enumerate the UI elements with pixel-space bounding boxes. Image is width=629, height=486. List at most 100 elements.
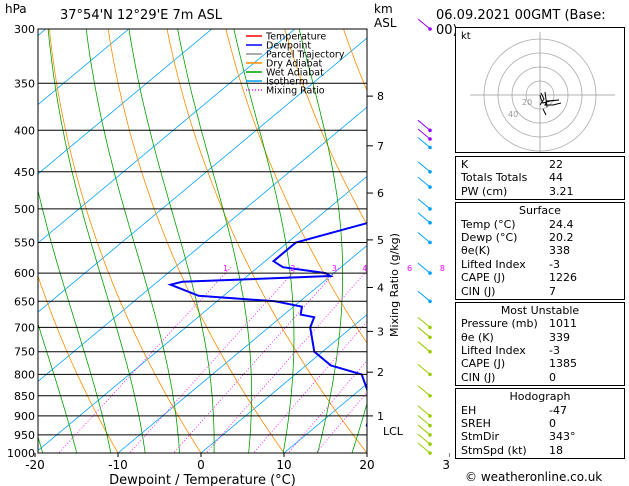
- hodo-row: StmDir 343°: [456, 430, 624, 443]
- wet-adiabat-line: [47, 29, 146, 453]
- indices-box: K 22 Totals Totals 44 PW (cm) 3.21: [455, 156, 625, 201]
- plot-frame: [37, 28, 368, 454]
- wet-adiabat-line: [233, 29, 295, 453]
- index-tt-label: Totals Totals: [461, 171, 528, 185]
- wind-barb-dot: [428, 240, 432, 245]
- index-tt-value: 44: [549, 171, 563, 185]
- surface-value: 338: [549, 244, 570, 258]
- legend-label: Isotherm: [266, 77, 308, 88]
- plot-area: [0, 17, 450, 470]
- x-tick-label: -20: [25, 458, 45, 472]
- indices-panel: K 22 Totals Totals 44 PW (cm) 3.21 Surface …: [455, 156, 625, 466]
- surface-label: θe(K): [461, 244, 491, 258]
- wind-barb-dot: [428, 220, 432, 225]
- wind-barb-staff: [417, 385, 431, 397]
- mixing-ratio-label: 3: [332, 264, 337, 273]
- mixing-ratio-line: [354, 267, 450, 470]
- wet-adiabat-line: [38, 188, 112, 453]
- mixing-ratio-line: [205, 270, 367, 453]
- wind-barb-staff: [417, 442, 431, 454]
- isotherm-line: [38, 29, 213, 175]
- hodo-row: StmSpd (kt) 18: [456, 444, 624, 457]
- hodo-label: SREH: [461, 417, 491, 431]
- mixing-ratio-line: [423, 267, 450, 470]
- skew-t-chart: 1234681015202530035040045050055060065070…: [0, 17, 450, 486]
- hodograph-kt-label: kt: [461, 31, 471, 42]
- wind-barb-staff: [417, 18, 431, 30]
- wind-barb-dot: [428, 335, 432, 340]
- wind-barb-dot: [428, 325, 432, 330]
- mu-value: 339: [549, 330, 570, 344]
- hpa-unit-label: hPa: [5, 2, 27, 16]
- wind-barb-dot: [428, 27, 432, 31]
- mu-label: θe (K): [461, 330, 494, 344]
- most-unstable-box: Most Unstable Pressure (mb) 1011 θe (K) 33…: [455, 301, 625, 387]
- legend-label: Temperature: [265, 32, 326, 43]
- dry-adiabat-line: [225, 29, 367, 344]
- wet-adiabat-line: [351, 401, 367, 453]
- isotherm-line: [38, 175, 367, 452]
- dry-adiabat-line: [48, 29, 202, 453]
- km-tick-label: 1: [377, 410, 384, 423]
- location-title: 37°54'N 12°29'E 7m ASL: [60, 8, 222, 23]
- km-tick-label: 8: [377, 90, 384, 103]
- wind-barb-staff: [417, 198, 431, 210]
- mixing-ratio-label: 2: [290, 264, 295, 273]
- mu-row: Pressure (mb) 1011: [456, 317, 624, 330]
- surface-label: Lifted Index: [461, 257, 526, 271]
- hodo-value: -47: [549, 403, 567, 417]
- hodo-label: StmSpd (kt): [461, 443, 527, 457]
- surface-value: -3: [549, 257, 560, 271]
- mu-label: Pressure (mb): [461, 317, 538, 331]
- wind-barb-dot: [428, 372, 432, 377]
- pressure-tick-label: 350: [14, 77, 35, 90]
- mu-row: CAPE (J) 1385: [456, 357, 624, 370]
- surface-row: Temp (°C) 24.4: [456, 218, 624, 231]
- surface-row: Dewp (°C) 20.2: [456, 231, 624, 244]
- wind-barb-dot: [428, 442, 432, 446]
- wind-barb-dot: [428, 145, 432, 150]
- mixing-ratio-line: [392, 267, 450, 470]
- surface-value: 24.4: [549, 217, 574, 231]
- surface-label: Temp (°C): [461, 217, 516, 231]
- dry-adiabat-line: [166, 29, 367, 453]
- mixing-ratio-line: [315, 391, 367, 453]
- wind-barb-dot: [428, 185, 432, 189]
- mu-value: -3: [549, 344, 560, 358]
- timestamp: 06.09.2021 00GMT (Base: 00): [436, 8, 606, 38]
- footer-credit: © weatheronline.co.uk: [465, 470, 603, 484]
- wind-barb-staff: [417, 119, 431, 131]
- km-tick-label: 3: [377, 325, 384, 338]
- index-pw-label: PW (cm): [461, 184, 508, 198]
- mixing-ratio-label: 8: [440, 264, 445, 273]
- pressure-tick-label: 400: [14, 124, 35, 137]
- hodo-value: 343°: [549, 430, 576, 444]
- pressure-tick-label: 600: [14, 267, 35, 280]
- legend-label: Parcel Trajectory: [266, 50, 345, 61]
- index-pw-value: 3.21: [549, 184, 574, 198]
- pressure-tick-label: 800: [14, 368, 35, 381]
- x-tick-label: 10: [276, 458, 291, 472]
- mixing-ratio-label: 4: [362, 264, 367, 273]
- hodograph-stats-box: Hodograph EH -47 SREH 0 StmDir 343° StmSpd …: [455, 388, 625, 460]
- mixing-ratio-line: [173, 266, 340, 453]
- pressure-tick-label: 750: [14, 346, 35, 359]
- wet-adiabat-line: [0, 17, 14, 470]
- wet-adiabat-line: [177, 29, 253, 453]
- wet-adiabat-line: [38, 322, 78, 453]
- surface-label: Dewp (°C): [461, 230, 518, 244]
- wet-adiabat-line: [446, 17, 450, 470]
- hodo-row: SREH 0: [456, 417, 624, 430]
- wind-barb-dot: [428, 169, 432, 174]
- isotherm-line: [38, 106, 367, 382]
- wet-adiabat-line: [413, 17, 450, 470]
- mu-value: 1385: [549, 357, 577, 371]
- wind-barb-staff: [417, 176, 431, 188]
- dry-adiabat-line: [398, 17, 450, 470]
- mu-label: Lifted Index: [461, 344, 526, 358]
- dry-adiabat-line: [38, 274, 119, 453]
- wind-barb-staff: [417, 326, 431, 338]
- mu-row: θe (K) 339: [456, 331, 624, 344]
- km-tick-label: 7: [377, 140, 384, 153]
- wind-barb-staff: [417, 317, 431, 328]
